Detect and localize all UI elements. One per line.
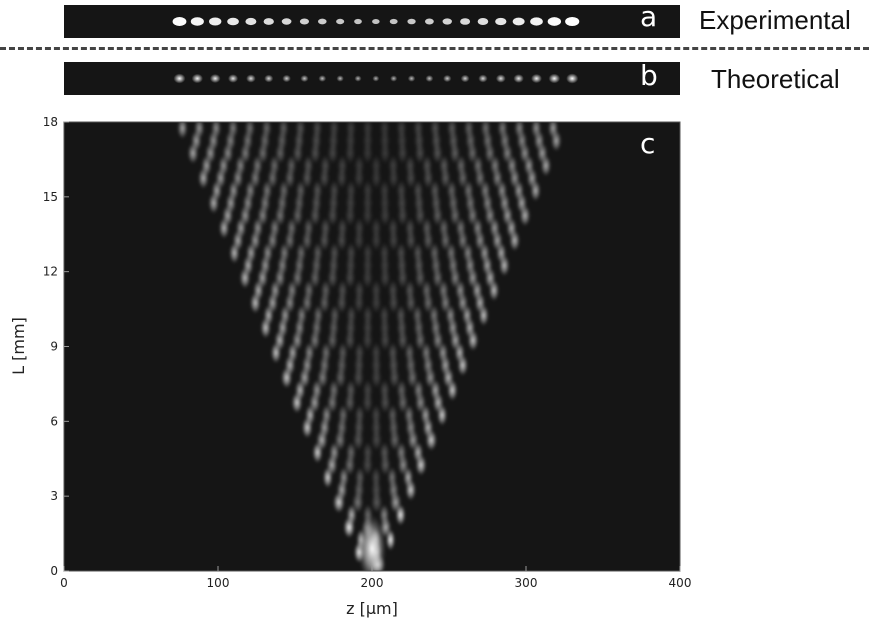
theoretical-spot <box>246 74 256 83</box>
experimental-spots <box>172 16 580 27</box>
theoretical-spot <box>300 74 309 83</box>
theoretical-spot <box>191 73 203 84</box>
intensity-map <box>64 122 680 571</box>
theoretical-spot <box>566 73 579 84</box>
theoretical-spot <box>354 75 362 82</box>
y-tick-label: 12 <box>43 265 58 279</box>
experimental-spot <box>209 17 222 26</box>
theoretical-spot <box>390 75 398 82</box>
intensity-lobe <box>177 122 188 140</box>
experimental-spot <box>495 17 507 26</box>
x-tick-label: 0 <box>60 576 68 590</box>
experimental-spot <box>372 18 380 25</box>
theoretical-strip <box>64 62 680 95</box>
theoretical-spot <box>318 75 327 82</box>
theoretical-spot <box>443 74 452 83</box>
x-axis-title: z [μm] <box>346 599 398 618</box>
experimental-spot <box>512 17 525 26</box>
experimental-strip <box>64 5 680 38</box>
experimental-spot <box>190 17 204 26</box>
experimental-spot <box>336 18 345 25</box>
theoretical-spot <box>513 74 524 83</box>
experimental-spot <box>460 18 471 25</box>
y-tick-label: 3 <box>50 489 58 503</box>
panel-letter-c: c <box>640 127 656 160</box>
experimental-spot <box>245 17 257 26</box>
experimental-spot <box>442 18 452 25</box>
experimental-spot <box>530 17 543 26</box>
y-axis-title: L [mm] <box>9 317 28 375</box>
y-tick-label: 15 <box>43 190 58 204</box>
theoretical-spot <box>336 75 344 82</box>
experimental-spot <box>172 17 187 26</box>
experimental-spot <box>281 18 292 25</box>
experimental-spot <box>565 16 580 27</box>
theoretical-label: Theoretical <box>711 64 840 94</box>
theoretical-spot <box>227 74 239 83</box>
y-tick-label: 6 <box>50 414 58 428</box>
experimental-label: Experimental <box>699 5 851 35</box>
experimental-spot <box>424 18 434 25</box>
y-tick-label: 0 <box>50 564 58 578</box>
dashed-divider <box>0 47 869 50</box>
x-tick-label: 300 <box>515 576 538 590</box>
theoretical-spots <box>173 73 579 84</box>
interference-pattern <box>177 122 562 571</box>
theoretical-spot <box>264 74 274 83</box>
experimental-spot <box>263 18 274 25</box>
experimental-spot <box>389 18 398 25</box>
theoretical-spot <box>478 74 488 83</box>
theoretical-spot <box>407 75 416 82</box>
experimental-spot <box>407 18 416 25</box>
experimental-spot <box>299 18 310 25</box>
theoretical-spot <box>460 74 470 83</box>
y-tick-label: 9 <box>50 340 58 354</box>
y-tick-label: 18 <box>43 115 58 129</box>
panel-letter-a: a <box>640 0 658 33</box>
experimental-spot <box>318 18 327 25</box>
theoretical-spot <box>425 75 434 82</box>
x-tick-label: 400 <box>669 576 692 590</box>
theoretical-spot <box>548 73 561 84</box>
theoretical-spot <box>531 73 542 84</box>
experimental-spot <box>547 17 562 26</box>
x-tick-label: 100 <box>207 576 230 590</box>
theoretical-spot <box>372 75 380 82</box>
theoretical-spot <box>495 74 506 83</box>
theoretical-spot <box>173 73 186 84</box>
experimental-spot <box>477 18 489 25</box>
x-tick-label: 200 <box>361 576 384 590</box>
experimental-spot <box>227 17 239 26</box>
theoretical-spot <box>282 74 291 83</box>
theoretical-spot <box>209 73 221 84</box>
panel-letter-b: b <box>640 59 658 92</box>
experimental-spot <box>354 18 362 25</box>
